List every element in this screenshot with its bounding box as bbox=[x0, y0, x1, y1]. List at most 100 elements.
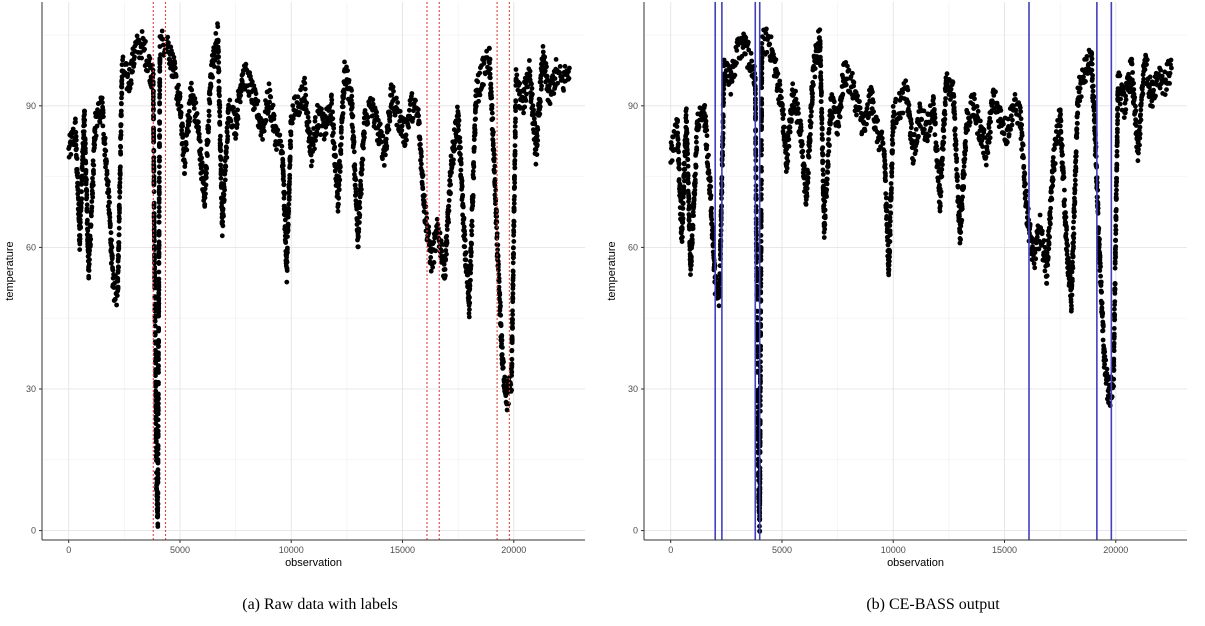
data-point bbox=[1001, 131, 1007, 137]
data-point bbox=[511, 219, 517, 225]
data-point bbox=[753, 195, 759, 200]
data-point bbox=[951, 100, 957, 106]
data-point bbox=[810, 90, 815, 96]
data-point bbox=[462, 232, 468, 238]
data-point bbox=[110, 267, 116, 273]
data-point bbox=[932, 115, 938, 121]
data-point bbox=[952, 126, 958, 131]
data-point bbox=[374, 109, 379, 115]
data-point bbox=[155, 411, 161, 417]
data-point bbox=[721, 57, 727, 63]
data-point bbox=[402, 142, 408, 147]
data-point bbox=[352, 167, 358, 173]
data-point bbox=[331, 140, 337, 146]
data-point bbox=[669, 143, 675, 149]
data-point bbox=[156, 184, 162, 190]
data-point bbox=[439, 249, 445, 254]
data-point bbox=[90, 190, 95, 196]
data-point bbox=[941, 128, 947, 133]
data-point bbox=[998, 108, 1004, 113]
data-point bbox=[151, 102, 156, 108]
data-point bbox=[986, 139, 992, 145]
data-point bbox=[703, 123, 709, 129]
data-point bbox=[111, 285, 117, 290]
data-point bbox=[835, 131, 840, 137]
data-point bbox=[544, 73, 550, 79]
data-point bbox=[941, 134, 947, 140]
data-point bbox=[957, 213, 962, 219]
data-point bbox=[988, 129, 993, 135]
data-point bbox=[1042, 245, 1048, 250]
data-point bbox=[471, 164, 477, 169]
data-point bbox=[218, 133, 223, 139]
data-point bbox=[290, 116, 296, 121]
data-point bbox=[512, 165, 518, 171]
data-point bbox=[539, 83, 544, 89]
data-point bbox=[879, 129, 885, 135]
data-point bbox=[217, 93, 222, 99]
data-point bbox=[939, 167, 945, 173]
data-point bbox=[952, 111, 958, 117]
data-point bbox=[487, 71, 493, 77]
data-point bbox=[759, 64, 765, 70]
data-point bbox=[535, 127, 541, 133]
data-point bbox=[684, 130, 690, 136]
data-point bbox=[1036, 246, 1042, 252]
data-point bbox=[446, 203, 452, 209]
data-point bbox=[81, 129, 87, 135]
data-point bbox=[101, 114, 106, 120]
data-point bbox=[233, 132, 239, 138]
data-point bbox=[781, 124, 787, 130]
data-point bbox=[864, 121, 869, 127]
data-point bbox=[734, 60, 739, 66]
data-point bbox=[145, 68, 151, 74]
data-point bbox=[693, 134, 699, 140]
data-point bbox=[109, 244, 115, 250]
data-point bbox=[460, 204, 466, 210]
data-point bbox=[335, 208, 341, 214]
data-point bbox=[457, 135, 463, 141]
data-point bbox=[917, 104, 923, 110]
data-point bbox=[395, 100, 400, 105]
data-point bbox=[789, 117, 794, 123]
data-point bbox=[342, 59, 347, 65]
data-point bbox=[534, 133, 540, 139]
data-point bbox=[822, 207, 828, 213]
data-point bbox=[377, 121, 383, 127]
data-point bbox=[525, 84, 530, 90]
data-point bbox=[99, 95, 105, 101]
data-point bbox=[491, 151, 497, 157]
data-point bbox=[211, 64, 217, 69]
data-point bbox=[216, 68, 222, 74]
data-point bbox=[74, 146, 79, 152]
data-point bbox=[716, 303, 722, 309]
data-point bbox=[139, 55, 145, 61]
data-point bbox=[240, 71, 246, 77]
data-point bbox=[530, 103, 536, 108]
data-point bbox=[1019, 147, 1024, 152]
data-point bbox=[681, 188, 687, 194]
data-point bbox=[1032, 265, 1038, 271]
data-point bbox=[509, 337, 515, 343]
data-point bbox=[93, 133, 99, 139]
data-point bbox=[271, 113, 277, 119]
data-point bbox=[448, 153, 454, 159]
data-point bbox=[688, 262, 694, 268]
data-point bbox=[108, 230, 114, 236]
data-point bbox=[824, 187, 830, 193]
data-point bbox=[112, 296, 118, 302]
data-point bbox=[491, 155, 497, 161]
data-point bbox=[460, 192, 466, 198]
data-point bbox=[1005, 139, 1010, 145]
data-point bbox=[808, 132, 813, 137]
data-point bbox=[506, 401, 511, 407]
data-point bbox=[693, 180, 698, 186]
data-point bbox=[912, 132, 917, 137]
x-tick-label: 5000 bbox=[170, 545, 190, 555]
data-point bbox=[511, 239, 517, 244]
data-point bbox=[745, 39, 751, 45]
data-point bbox=[194, 111, 200, 116]
data-point bbox=[510, 317, 515, 323]
data-point bbox=[426, 224, 432, 230]
data-point bbox=[218, 175, 224, 181]
